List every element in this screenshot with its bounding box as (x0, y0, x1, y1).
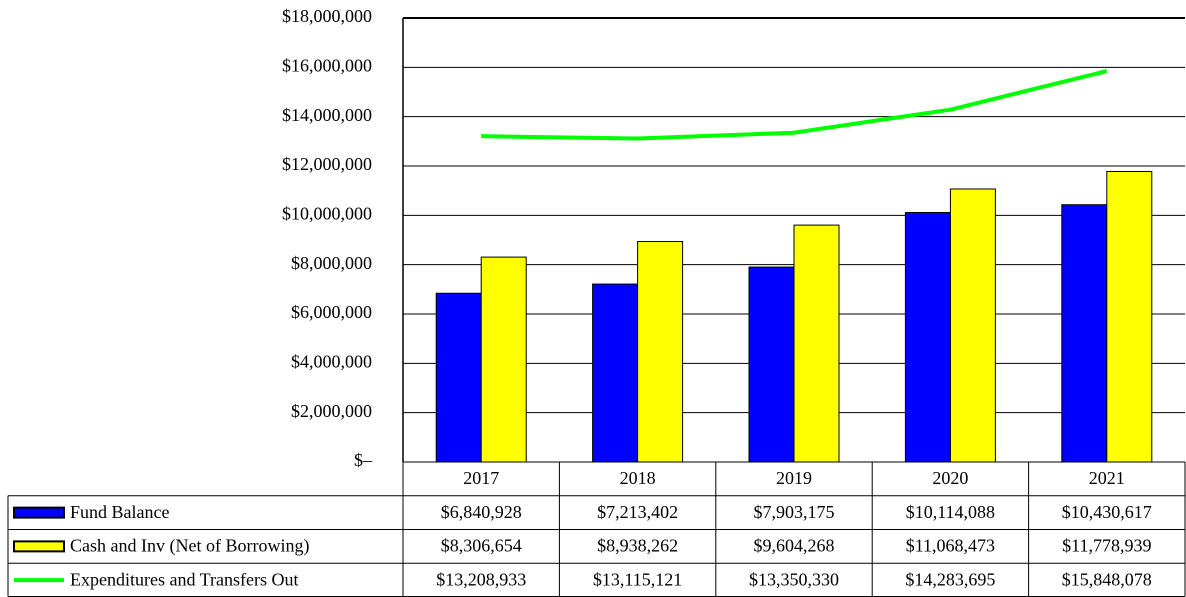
x-tick-label: 2021 (1089, 468, 1125, 488)
bar (793, 224, 840, 463)
data-table-value: $15,848,078 (1062, 569, 1152, 589)
data-table-value: $9,604,268 (754, 536, 835, 556)
data-table-value: $10,114,088 (906, 502, 995, 522)
y-tick-label: $10,000,000 (282, 203, 372, 223)
bar (592, 283, 639, 463)
legend-label: Cash and Inv (Net of Borrowing) (70, 536, 309, 557)
bar (480, 256, 527, 463)
bar (1106, 170, 1153, 463)
legend-label: Expenditures and Transfers Out (70, 569, 298, 589)
y-tick-label: $4,000,000 (291, 351, 372, 371)
x-tick-label: 2020 (932, 468, 968, 488)
line (481, 69, 1108, 141)
data-table-value: $11,068,473 (906, 536, 995, 556)
bar (904, 212, 951, 463)
y-tick-label: $12,000,000 (282, 154, 372, 174)
x-tick-label: 2018 (620, 468, 656, 488)
bar (748, 266, 795, 463)
bar (1061, 204, 1108, 463)
x-tick-label: 2017 (463, 468, 499, 488)
data-table-value: $13,115,121 (593, 569, 682, 589)
data-table-value: $6,840,928 (441, 502, 522, 522)
data-table-value: $7,903,175 (754, 502, 835, 522)
legend-key (13, 540, 65, 553)
y-tick-label: $14,000,000 (282, 105, 372, 125)
bar (949, 188, 996, 463)
data-table-value: $13,208,933 (436, 569, 526, 589)
y-tick-label: $2,000,000 (291, 401, 372, 421)
bar (637, 241, 684, 463)
x-tick-label: 2019 (776, 468, 812, 488)
data-table-value: $14,283,695 (905, 569, 995, 589)
y-tick-label: $18,000,000 (282, 6, 372, 26)
y-tick-label: $16,000,000 (282, 55, 372, 75)
legend-key (13, 506, 65, 519)
y-tick-label: $– (354, 450, 373, 470)
data-table-value: $8,306,654 (441, 536, 522, 556)
bar (435, 292, 482, 463)
data-table-value: $13,350,330 (749, 569, 839, 589)
y-tick-label: $6,000,000 (291, 302, 372, 322)
data-table-value: $10,430,617 (1062, 502, 1152, 522)
data-table-value: $7,213,402 (597, 502, 678, 522)
data-table-value: $11,778,939 (1062, 536, 1151, 556)
data-table-value: $8,938,262 (597, 536, 678, 556)
y-tick-label: $8,000,000 (291, 253, 372, 273)
legend-label: Fund Balance (70, 502, 169, 522)
